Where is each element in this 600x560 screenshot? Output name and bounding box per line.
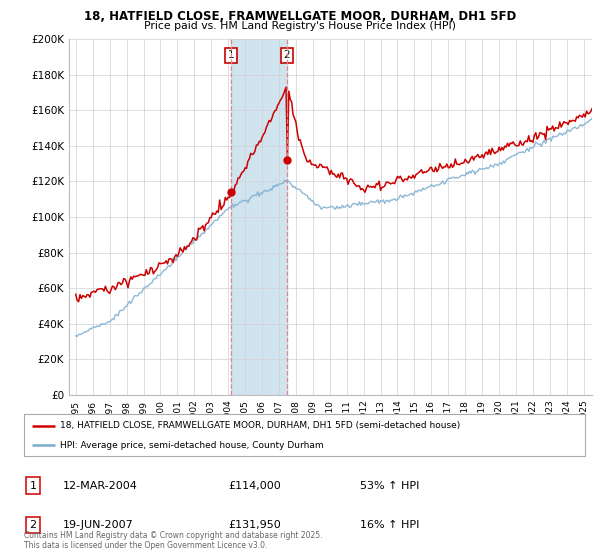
Text: Contains HM Land Registry data © Crown copyright and database right 2025.
This d: Contains HM Land Registry data © Crown c… bbox=[24, 530, 323, 550]
Text: £131,950: £131,950 bbox=[228, 520, 281, 530]
Text: 16% ↑ HPI: 16% ↑ HPI bbox=[360, 520, 419, 530]
Bar bbox=[232, 39, 287, 395]
Text: 1: 1 bbox=[29, 480, 37, 491]
Text: 2: 2 bbox=[29, 520, 37, 530]
Text: 12-MAR-2004: 12-MAR-2004 bbox=[63, 480, 138, 491]
Text: £114,000: £114,000 bbox=[228, 480, 281, 491]
Text: 53% ↑ HPI: 53% ↑ HPI bbox=[360, 480, 419, 491]
Text: HPI: Average price, semi-detached house, County Durham: HPI: Average price, semi-detached house,… bbox=[61, 441, 324, 450]
Text: 2: 2 bbox=[284, 50, 290, 60]
Text: 19-JUN-2007: 19-JUN-2007 bbox=[63, 520, 134, 530]
Text: 18, HATFIELD CLOSE, FRAMWELLGATE MOOR, DURHAM, DH1 5FD (semi-detached house): 18, HATFIELD CLOSE, FRAMWELLGATE MOOR, D… bbox=[61, 421, 461, 430]
Text: 1: 1 bbox=[228, 50, 235, 60]
Text: 18, HATFIELD CLOSE, FRAMWELLGATE MOOR, DURHAM, DH1 5FD: 18, HATFIELD CLOSE, FRAMWELLGATE MOOR, D… bbox=[84, 10, 516, 23]
Text: Price paid vs. HM Land Registry's House Price Index (HPI): Price paid vs. HM Land Registry's House … bbox=[144, 21, 456, 31]
